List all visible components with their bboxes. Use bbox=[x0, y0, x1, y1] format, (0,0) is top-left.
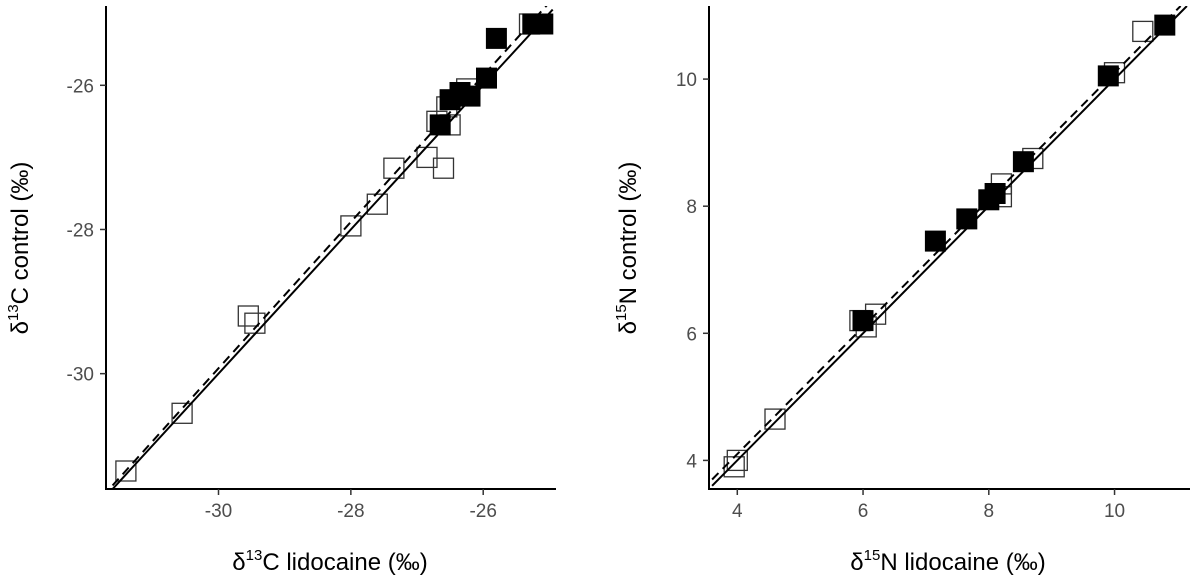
plot-marks-d15n bbox=[711, 6, 1188, 487]
y-tick-label-d15n-2: 8 bbox=[686, 197, 697, 218]
open-square-point-d15n-2 bbox=[764, 408, 786, 430]
x-tick-label-d13c-2: -26 bbox=[469, 501, 496, 522]
plot-marks-d13c bbox=[111, 6, 554, 489]
ticks-d13c: -30 -28 -26 -30 -28 -26 bbox=[67, 76, 497, 522]
filled-square-point-d15n-0 bbox=[852, 310, 874, 332]
x-tick-label-d13c-0: -30 bbox=[205, 501, 232, 522]
open-square-point-d13c-6 bbox=[383, 157, 405, 179]
open-square-point-d13c-4 bbox=[340, 215, 362, 237]
x-axis-title-d15n: δ15N lidocaine (‰) bbox=[850, 547, 1045, 576]
filled-square-point-d15n-2 bbox=[956, 208, 978, 230]
filled-square-point-d15n-5 bbox=[1012, 151, 1034, 173]
open-square-point-d13c-1 bbox=[171, 402, 193, 424]
open-square-point-d15n-1 bbox=[726, 449, 748, 472]
filled-square-point-d13c-5 bbox=[485, 27, 507, 49]
x-tick-label-d15n-3: 10 bbox=[1104, 501, 1125, 522]
panel-d13c: -30 -28 -26 -30 -28 -26 δ13C lidocaine (‰) δ1… bbox=[5, 6, 556, 576]
dashed-fit-line-d15n bbox=[711, 6, 1182, 481]
solid-fit-line-d13c bbox=[111, 8, 554, 489]
dashed-fit-line-d13c bbox=[111, 6, 548, 487]
y-tick-label-d15n-0: 4 bbox=[686, 451, 697, 472]
panel-d15n: 4 6 8 10 4 6 8 10 δ15N lidocaine (‰) δ15N contr… bbox=[613, 6, 1190, 576]
y-tick-label-d13c-0: -30 bbox=[67, 365, 94, 386]
filled-square-point-d13c-7 bbox=[532, 13, 554, 35]
open-square-point-d13c-2 bbox=[237, 305, 259, 327]
open-square-point-d13c-0 bbox=[115, 460, 137, 482]
filled-square-point-d15n-1 bbox=[924, 230, 946, 252]
filled-square-point-d13c-3 bbox=[459, 85, 481, 107]
filled-square-point-d13c-4 bbox=[476, 67, 497, 89]
x-axis-title-d13c: δ13C lidocaine (‰) bbox=[232, 547, 427, 576]
ticks-d15n: 4 6 8 10 4 6 8 10 bbox=[676, 70, 1125, 522]
open-square-point-d13c-8 bbox=[432, 157, 455, 179]
y-tick-label-d15n-3: 10 bbox=[676, 70, 697, 91]
x-tick-label-d15n-1: 6 bbox=[858, 501, 869, 522]
y-axis-title-d13c: δ13C control (‰) bbox=[5, 162, 34, 335]
y-tick-label-d13c-2: -26 bbox=[67, 76, 94, 97]
y-tick-label-d15n-1: 6 bbox=[686, 324, 697, 345]
open-square-point-d13c-3 bbox=[244, 312, 266, 334]
open-square-point-d13c-5 bbox=[366, 193, 388, 215]
x-tick-label-d15n-2: 8 bbox=[984, 501, 995, 522]
filled-square-point-d15n-7 bbox=[1154, 14, 1176, 36]
filled-square-point-d15n-6 bbox=[1097, 65, 1119, 87]
x-tick-label-d13c-1: -28 bbox=[337, 501, 364, 522]
y-tick-label-d13c-1: -28 bbox=[67, 220, 94, 241]
solid-fit-line-d15n bbox=[711, 6, 1188, 487]
open-square-point-d15n-10 bbox=[1132, 20, 1154, 43]
y-axis-title-d15n: δ15N control (‰) bbox=[613, 162, 642, 335]
x-tick-label-d15n-0: 4 bbox=[732, 501, 743, 522]
